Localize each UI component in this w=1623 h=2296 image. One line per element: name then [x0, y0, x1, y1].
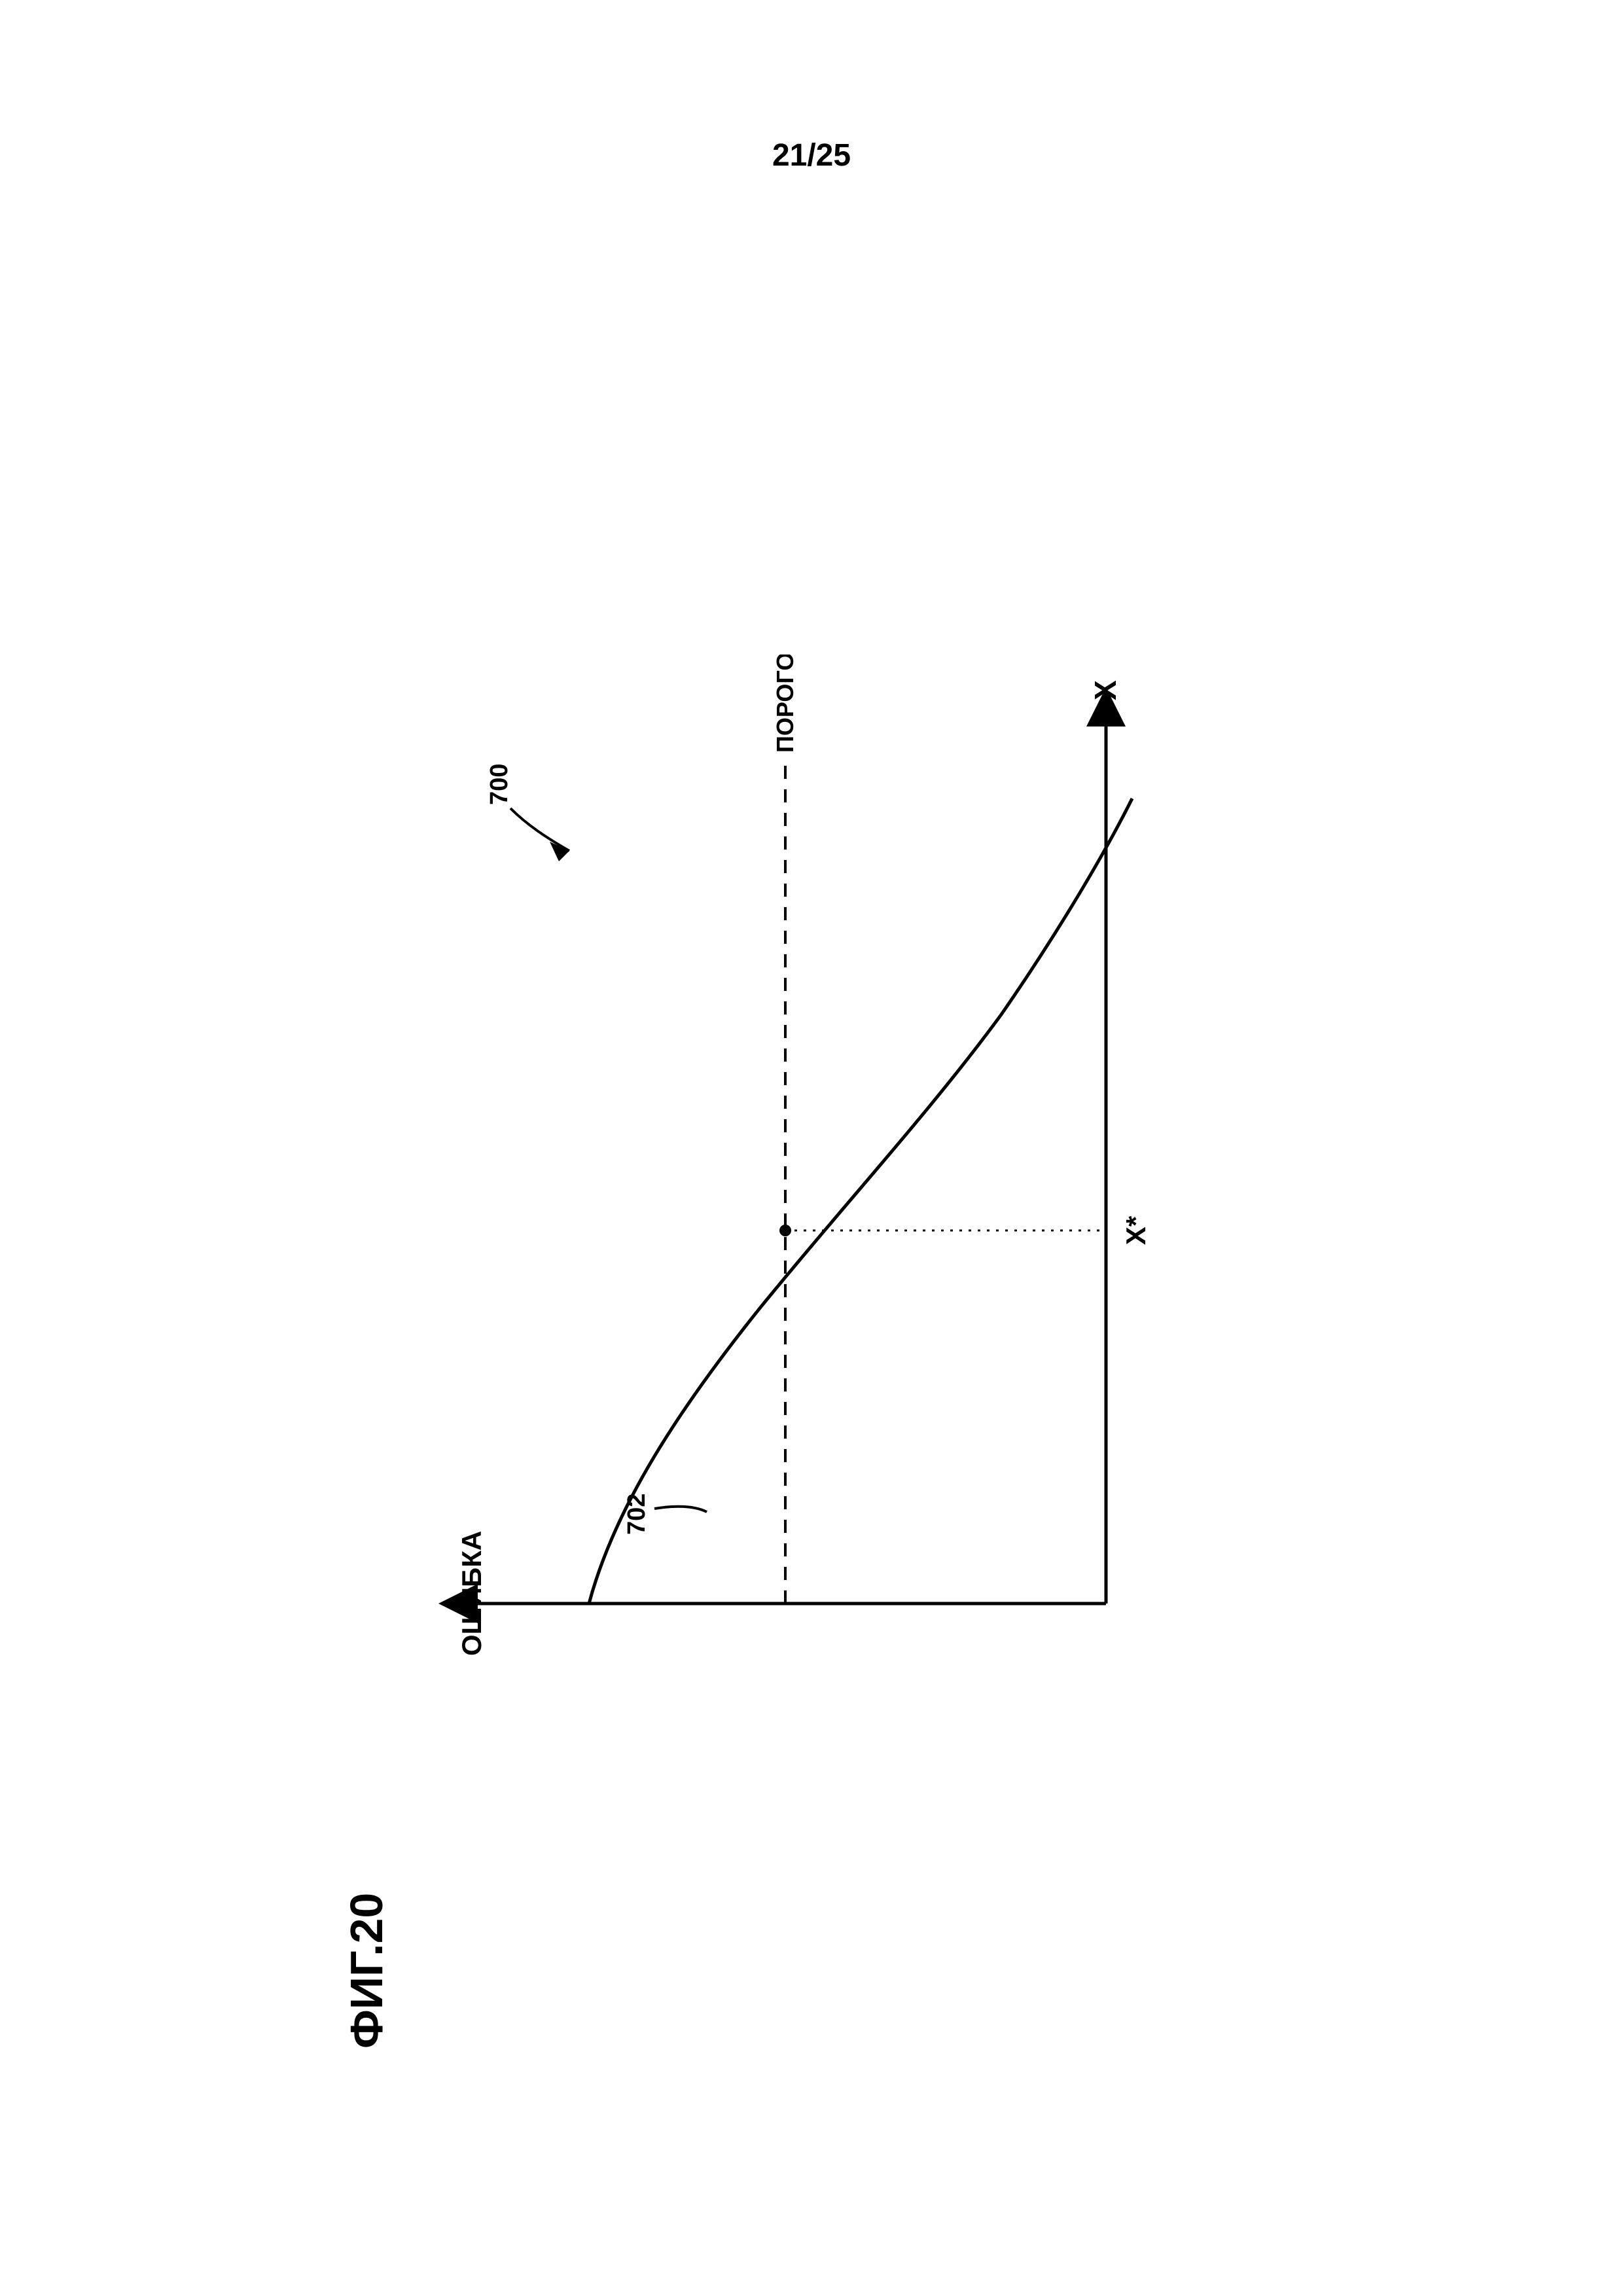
ref-700-label: 700: [486, 764, 513, 805]
x-axis-label: X: [1088, 680, 1122, 700]
page-number: 21/25: [0, 137, 1623, 173]
x-star-label: X*: [1120, 1215, 1151, 1245]
ref-700-leader: [510, 808, 569, 851]
intersection-point: [779, 1225, 791, 1236]
y-axis-label: ОШИБКА: [456, 1531, 487, 1656]
error-threshold-chart: ОШИБКА X X* ПОРОГОВОЕ ЗНАЧЕНИЕ 700 702: [419, 655, 1204, 1702]
curve-702-leader: [654, 1507, 707, 1512]
page-container: 21/25 ОШИБКА X: [0, 0, 1623, 2296]
curve-702-label: 702: [623, 1494, 651, 1535]
threshold-label: ПОРОГОВОЕ ЗНАЧЕНИЕ: [772, 655, 798, 753]
figure-caption: ФИГ.20: [340, 1893, 393, 2049]
figure-rotation-wrapper: ОШИБКА X X* ПОРОГОВОЕ ЗНАЧЕНИЕ 700 702: [419, 655, 1204, 1702]
error-curve: [589, 798, 1132, 1604]
